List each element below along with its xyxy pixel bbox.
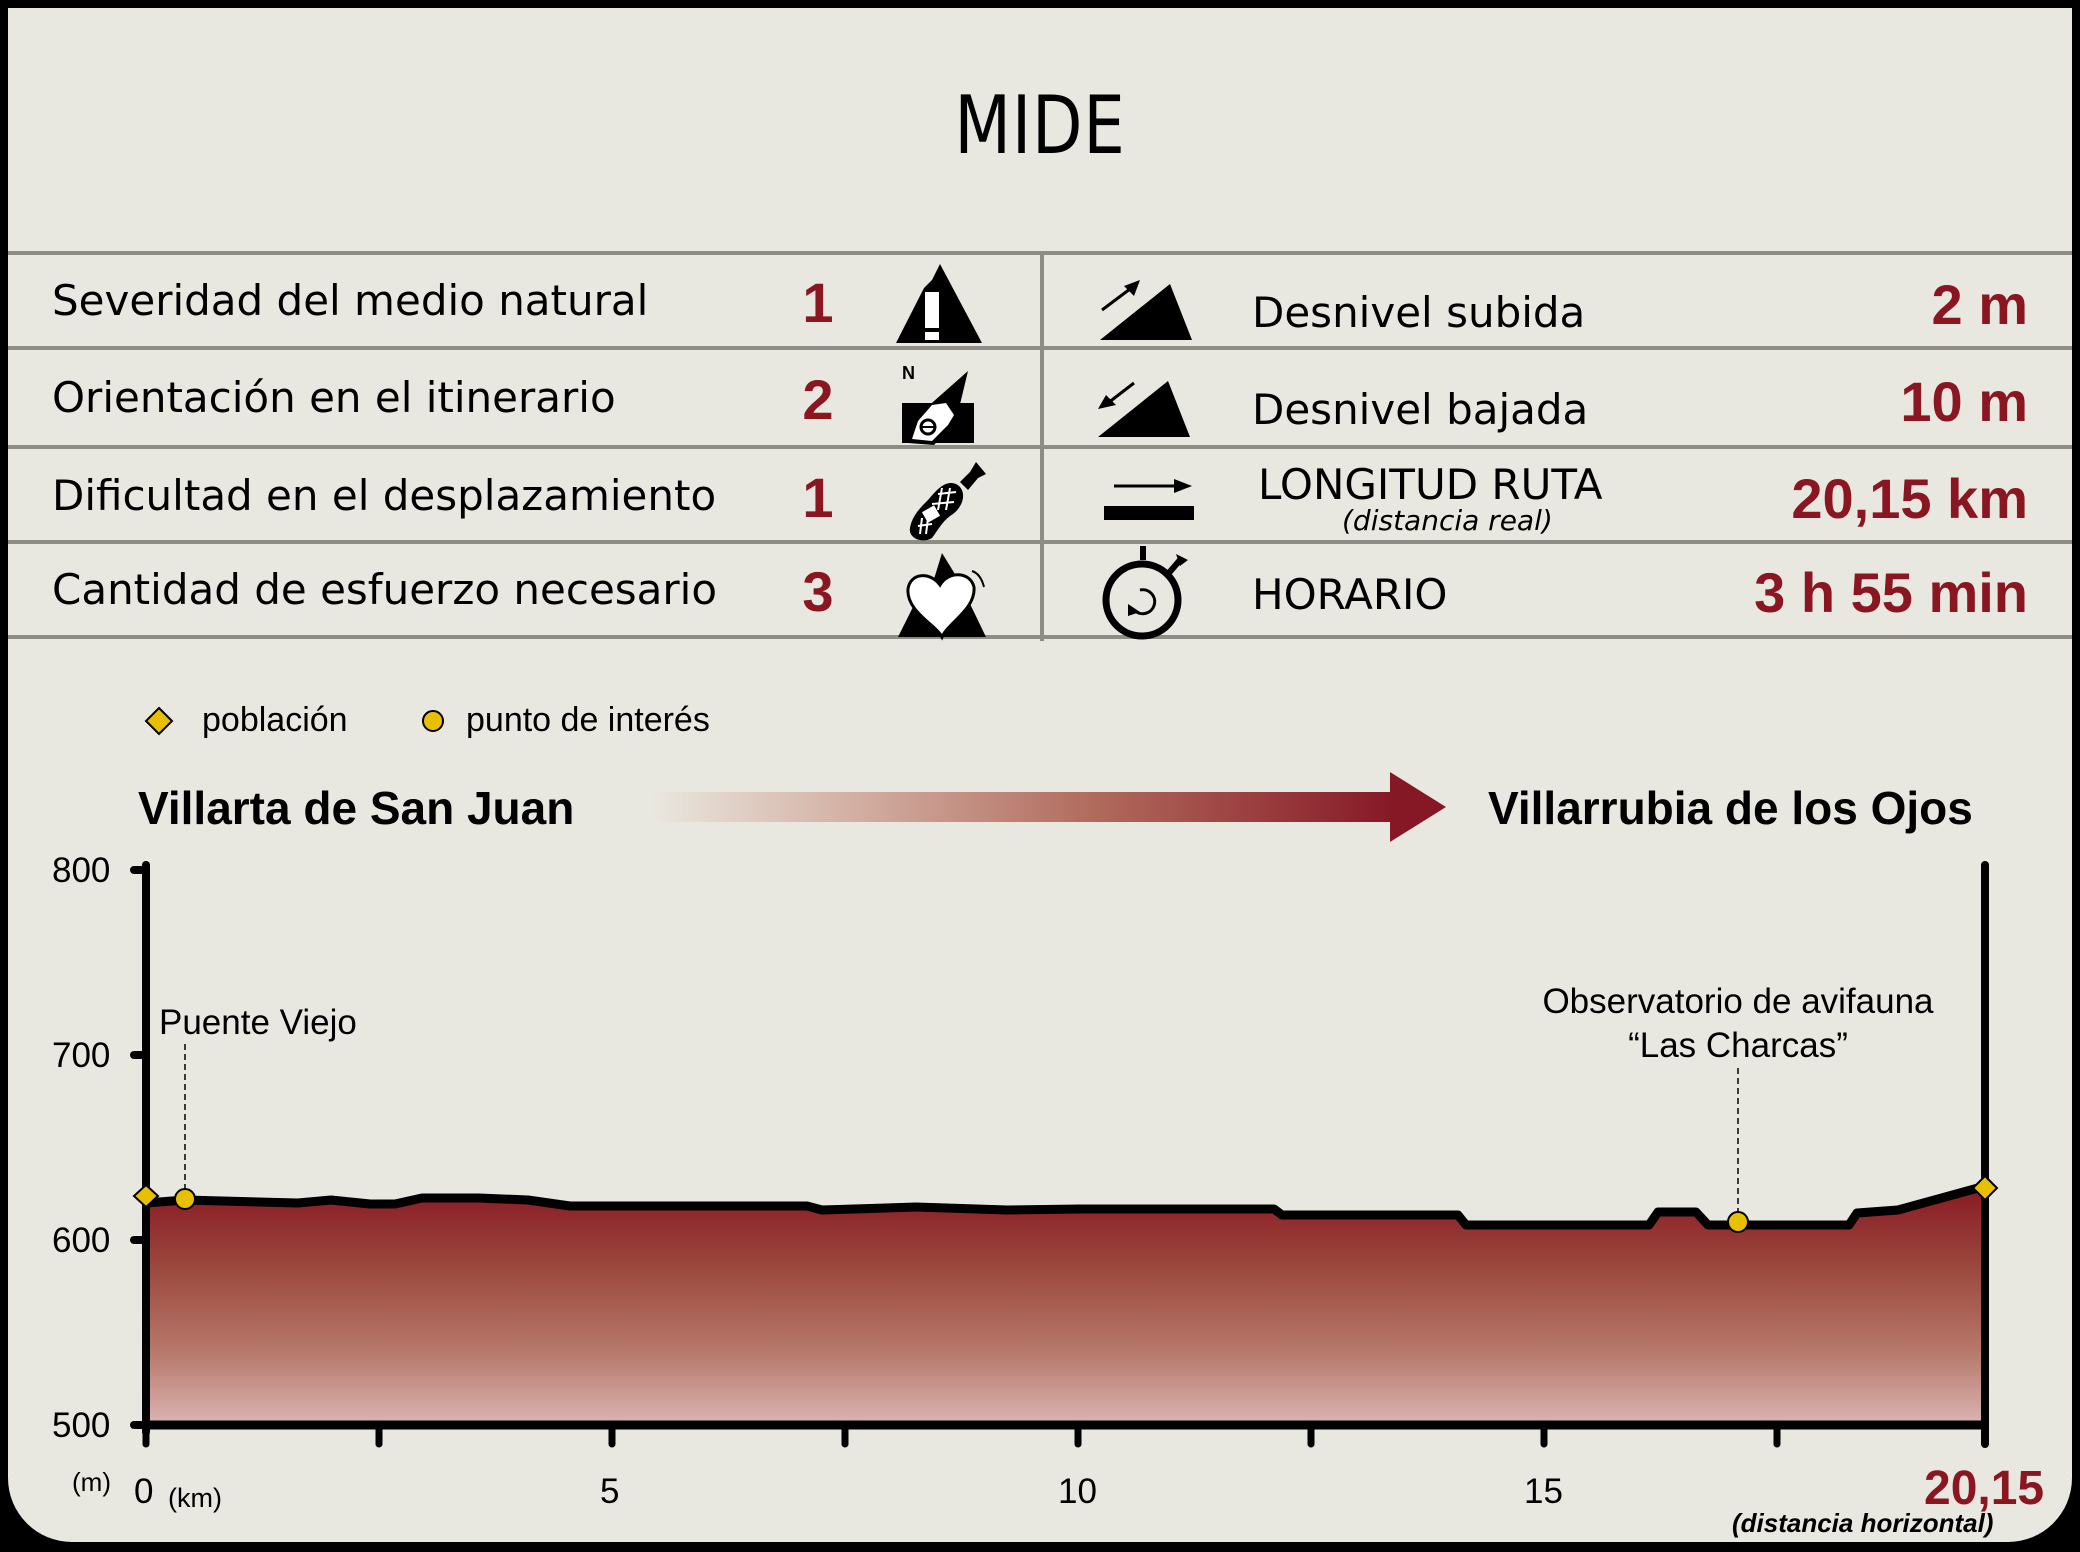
descent-slope-icon [1098,381,1190,437]
x-tick-0: 0 [134,1472,154,1511]
puente-viejo-label: Puente Viejo [159,1003,357,1042]
mide-value-severidad: 1 [802,271,834,334]
end-poblacion-marker[interactable] [1971,1174,1999,1202]
page-title: MIDE [954,79,1126,172]
observatorio-label-line1: Observatorio de avifauna [1542,982,1934,1021]
stat-sublabel-longitud: (distancia real) [1342,504,1553,537]
stat-value-longitud: 20,15 km [1791,467,2028,530]
table-column-divider [1040,253,1044,641]
stat-label-longitud: LONGITUD RUTA [1258,460,1603,509]
elevation-line [145,1183,1985,1230]
x-tick-5: 5 [600,1472,620,1511]
y-tick-700: 700 [52,1036,111,1075]
y-unit-label: (m) [72,1467,111,1497]
distance-arrow-icon [1104,479,1194,520]
stat-label-horario: HORARIO [1252,570,1448,619]
start-poblacion-marker[interactable] [132,1183,160,1209]
elevation-area [146,1188,1985,1425]
legend-punto-interes: punto de interés [466,701,710,739]
y-tick-800: 800 [52,851,111,890]
stat-label-subida: Desnivel subida [1252,288,1586,337]
mide-value-esfuerzo: 3 [802,560,834,623]
svg-text:N: N [902,363,915,383]
y-axis [130,861,150,1436]
elevation-chart [130,772,1999,1448]
ascent-slope-icon [1100,280,1192,340]
x-unit-label: (km) [168,1483,222,1513]
direction-arrow-icon [650,772,1446,842]
stat-value-subida: 2 m [1931,273,2029,336]
puente-viejo-marker[interactable] [174,1188,196,1210]
y-tick-500: 500 [52,1406,111,1445]
route-end: Villarrubia de los Ojos [1488,782,1973,834]
mide-label-orientacion: Orientación en el itinerario [52,373,616,422]
heart-mountain-icon [898,553,986,641]
poblacion-diamond-icon [144,706,174,736]
stat-label-bajada: Desnivel bajada [1252,385,1589,434]
x-end-note: (distancia horizontal) [1732,1508,1994,1538]
mide-value-dificultad: 1 [802,466,834,529]
x-end-label: 20,15 [1924,1462,2045,1515]
observatorio-label-line2: “Las Charcas” [1628,1026,1848,1065]
x-tick-10: 10 [1058,1472,1097,1511]
legend-poblacion: población [202,701,348,739]
stat-value-bajada: 10 m [1900,370,2028,433]
mide-label-dificultad: Dificultad en el desplazamiento [52,471,717,520]
mide-value-orientacion: 2 [802,368,834,431]
stopwatch-icon [1102,546,1188,640]
boot-sole-icon [909,462,986,541]
x-axis [142,1420,1985,1448]
mountain-warning-icon [896,264,982,343]
observatorio-marker[interactable] [1727,1211,1749,1233]
route-start: Villarta de San Juan [138,782,575,834]
mide-label-esfuerzo: Cantidad de esfuerzo necesario [52,565,718,614]
mide-label-severidad: Severidad del medio natural [52,276,649,325]
y-tick-600: 600 [52,1221,111,1260]
x-tick-15: 15 [1524,1472,1563,1511]
stat-value-horario: 3 h 55 min [1754,561,2028,624]
compass-orientation-icon: N [902,363,974,445]
punto-interes-circle-icon [422,710,444,732]
mide-card: MIDE Severidad del medio natural 1 Orien… [8,8,2072,1542]
